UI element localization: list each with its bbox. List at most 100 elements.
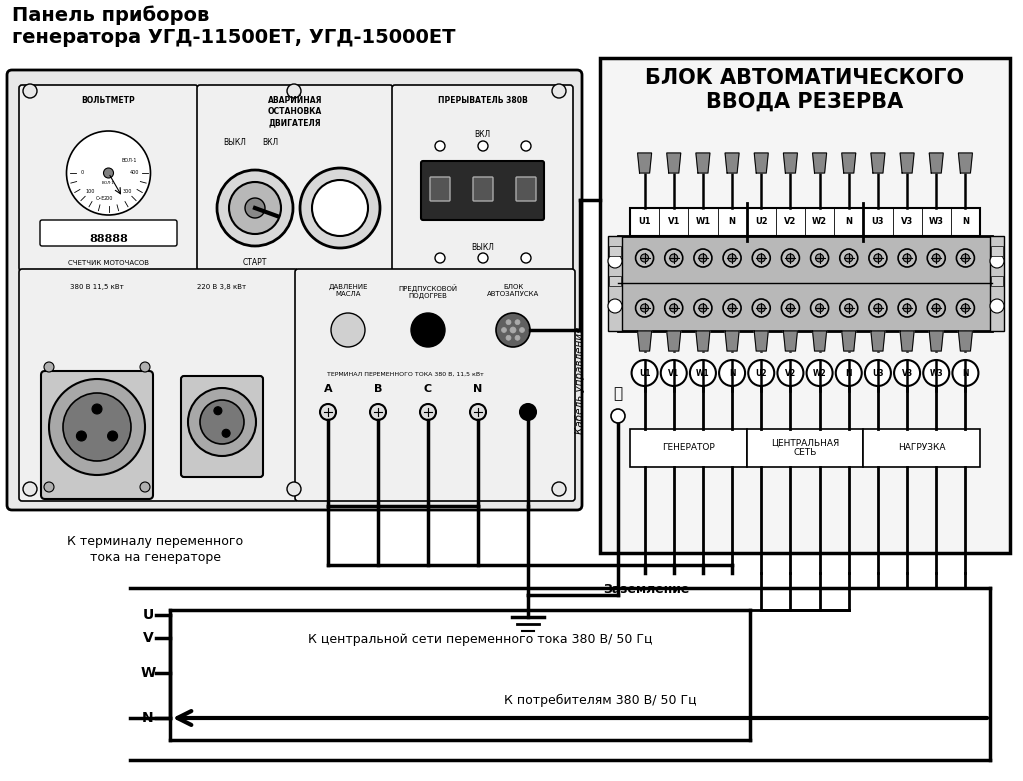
Circle shape bbox=[787, 254, 795, 262]
Circle shape bbox=[903, 304, 911, 312]
Circle shape bbox=[300, 168, 380, 248]
Circle shape bbox=[840, 249, 857, 267]
Text: W3: W3 bbox=[930, 369, 943, 377]
Text: К потребителям 380 В/ 50 Гц: К потребителям 380 В/ 50 Гц bbox=[503, 694, 697, 707]
Circle shape bbox=[962, 254, 970, 262]
Text: 400: 400 bbox=[130, 170, 139, 176]
Circle shape bbox=[869, 299, 887, 317]
Circle shape bbox=[990, 254, 1004, 268]
Circle shape bbox=[188, 388, 256, 456]
Circle shape bbox=[845, 254, 853, 262]
Circle shape bbox=[506, 335, 512, 341]
Bar bbox=[609, 246, 621, 256]
Circle shape bbox=[331, 313, 365, 347]
Bar bbox=[609, 276, 621, 286]
Text: U2: U2 bbox=[755, 217, 767, 226]
Text: СЧЕТЧИК МОТОЧАСОВ: СЧЕТЧИК МОТОЧАСОВ bbox=[68, 260, 149, 266]
Circle shape bbox=[312, 180, 368, 236]
Bar bbox=[990, 236, 1004, 331]
Circle shape bbox=[506, 319, 512, 325]
Circle shape bbox=[952, 360, 978, 386]
Text: C: C bbox=[424, 384, 432, 394]
Text: W1: W1 bbox=[696, 369, 710, 377]
Circle shape bbox=[478, 141, 488, 151]
Circle shape bbox=[217, 170, 293, 246]
Circle shape bbox=[608, 299, 622, 313]
Circle shape bbox=[635, 249, 654, 267]
Circle shape bbox=[864, 360, 891, 386]
Text: 300: 300 bbox=[122, 189, 132, 194]
Circle shape bbox=[287, 482, 301, 496]
Circle shape bbox=[699, 304, 707, 312]
Polygon shape bbox=[812, 153, 827, 173]
Circle shape bbox=[496, 313, 530, 347]
Polygon shape bbox=[959, 153, 973, 173]
Polygon shape bbox=[959, 331, 973, 351]
Text: ВКЛ: ВКЛ bbox=[262, 138, 278, 147]
Circle shape bbox=[140, 482, 150, 492]
Text: 0: 0 bbox=[81, 170, 84, 176]
Text: АВАРИЙНАЯ
ОСТАНОВКА
ДВИГАТЕЛЯ: АВАРИЙНАЯ ОСТАНОВКА ДВИГАТЕЛЯ bbox=[268, 96, 322, 127]
Text: V2: V2 bbox=[785, 369, 796, 377]
Text: A: A bbox=[323, 384, 332, 394]
Text: N: N bbox=[845, 369, 852, 377]
Circle shape bbox=[845, 304, 853, 312]
Bar bbox=[618, 236, 992, 331]
Circle shape bbox=[552, 482, 566, 496]
Circle shape bbox=[957, 249, 975, 267]
Circle shape bbox=[287, 84, 301, 98]
Circle shape bbox=[815, 254, 824, 262]
Polygon shape bbox=[842, 153, 856, 173]
FancyBboxPatch shape bbox=[19, 269, 298, 501]
Text: 380 В 11,5 кВт: 380 В 11,5 кВт bbox=[71, 284, 124, 290]
Text: 100: 100 bbox=[86, 189, 95, 194]
Polygon shape bbox=[784, 331, 797, 351]
Text: 200: 200 bbox=[103, 197, 114, 201]
Text: N: N bbox=[474, 384, 483, 394]
Circle shape bbox=[552, 84, 566, 98]
Polygon shape bbox=[929, 331, 943, 351]
FancyBboxPatch shape bbox=[40, 220, 177, 246]
Circle shape bbox=[869, 249, 887, 267]
Circle shape bbox=[214, 407, 222, 415]
Text: К терминалу переменного
тока на генераторе: К терминалу переменного тока на генерато… bbox=[66, 535, 243, 564]
Circle shape bbox=[782, 299, 799, 317]
Polygon shape bbox=[725, 331, 739, 351]
Circle shape bbox=[927, 299, 945, 317]
Polygon shape bbox=[754, 153, 768, 173]
Circle shape bbox=[229, 182, 281, 234]
Polygon shape bbox=[929, 153, 943, 173]
Circle shape bbox=[140, 362, 150, 372]
Bar bbox=[630, 208, 980, 236]
Bar bbox=[863, 429, 980, 467]
FancyBboxPatch shape bbox=[181, 376, 263, 477]
Polygon shape bbox=[900, 331, 915, 351]
Text: СТАРТ: СТАРТ bbox=[242, 258, 267, 267]
Circle shape bbox=[515, 319, 520, 325]
Bar bbox=[630, 429, 747, 467]
Text: ВОЛ·1: ВОЛ·1 bbox=[102, 181, 115, 185]
Polygon shape bbox=[871, 331, 885, 351]
Text: U2: U2 bbox=[756, 369, 767, 377]
Text: U3: U3 bbox=[872, 217, 884, 226]
Text: U1: U1 bbox=[638, 369, 651, 377]
Text: Панель приборов
генератора УГД-11500ЕТ, УГД-15000ЕТ: Панель приборов генератора УГД-11500ЕТ, … bbox=[12, 5, 455, 47]
Circle shape bbox=[694, 249, 712, 267]
Text: БЛОК АВТОМАТИЧЕСКОГО
ВВОДА РЕЗЕРВА: БЛОК АВТОМАТИЧЕСКОГО ВВОДА РЕЗЕРВА bbox=[646, 68, 965, 111]
Circle shape bbox=[103, 168, 114, 178]
Circle shape bbox=[757, 304, 765, 312]
Circle shape bbox=[63, 393, 131, 461]
Text: W2: W2 bbox=[812, 217, 828, 226]
Circle shape bbox=[370, 404, 386, 420]
Text: 220 В 3,8 кВт: 220 В 3,8 кВт bbox=[197, 284, 247, 290]
Polygon shape bbox=[725, 153, 739, 173]
Polygon shape bbox=[812, 331, 827, 351]
Circle shape bbox=[470, 404, 486, 420]
Text: W: W bbox=[140, 666, 155, 680]
Text: ГЕНЕРАТОР: ГЕНЕРАТОР bbox=[662, 444, 715, 452]
Polygon shape bbox=[637, 331, 652, 351]
Text: ⏚: ⏚ bbox=[614, 387, 623, 401]
Bar bbox=[991, 246, 1003, 256]
Circle shape bbox=[77, 431, 86, 441]
Text: N: N bbox=[142, 711, 153, 725]
